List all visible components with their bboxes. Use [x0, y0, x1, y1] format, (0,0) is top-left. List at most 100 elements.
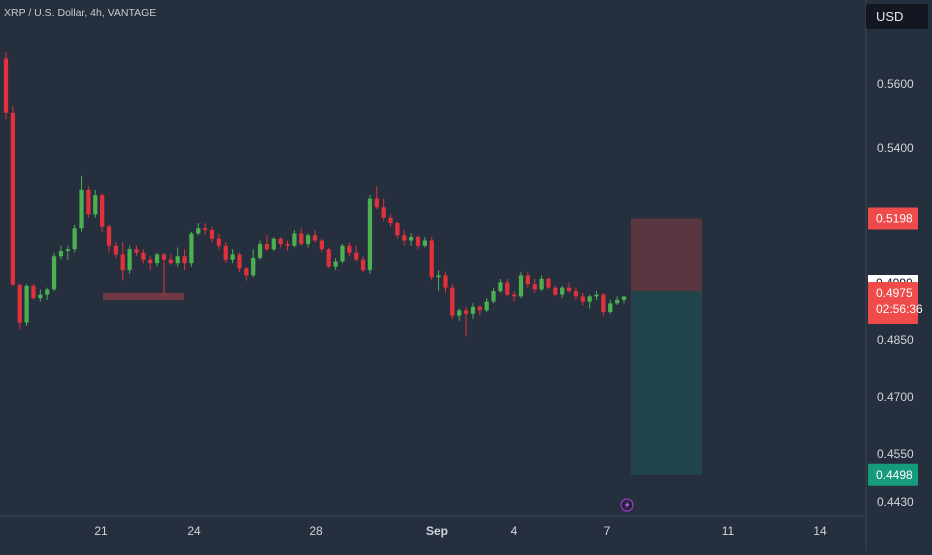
candle[interactable]	[154, 252, 160, 267]
flash-icon[interactable]	[620, 498, 634, 512]
candle[interactable]	[477, 305, 482, 316]
candle[interactable]	[463, 306, 469, 337]
candle[interactable]	[278, 237, 283, 248]
candle[interactable]	[312, 230, 318, 243]
candle[interactable]	[415, 235, 421, 250]
candle[interactable]	[299, 228, 304, 246]
candle[interactable]	[134, 245, 139, 257]
candle[interactable]	[251, 249, 256, 278]
candle[interactable]	[539, 275, 544, 292]
candle[interactable]	[209, 226, 215, 243]
candle[interactable]	[189, 231, 194, 267]
candle[interactable]	[409, 233, 414, 246]
candle[interactable]	[395, 221, 400, 239]
candle[interactable]	[443, 271, 448, 293]
candle[interactable]	[580, 292, 585, 306]
candle[interactable]	[402, 230, 407, 246]
candle[interactable]	[223, 242, 228, 264]
candle[interactable]	[525, 271, 530, 288]
candle[interactable]	[422, 237, 427, 248]
candle[interactable]	[436, 270, 441, 292]
candle[interactable]	[175, 247, 180, 267]
candle[interactable]	[457, 308, 462, 321]
support-zone[interactable]	[103, 292, 184, 300]
candle[interactable]	[100, 193, 105, 232]
candle[interactable]	[450, 284, 455, 320]
candle[interactable]	[374, 186, 379, 210]
candle[interactable]	[93, 189, 98, 218]
candle[interactable]	[271, 237, 276, 251]
candle[interactable]	[354, 245, 359, 262]
candle[interactable]	[230, 249, 235, 264]
candle[interactable]	[3, 52, 9, 120]
candle[interactable]	[601, 292, 606, 316]
candle[interactable]	[560, 285, 565, 299]
candle[interactable]	[120, 242, 125, 281]
candle-body	[505, 282, 510, 295]
candle[interactable]	[319, 238, 324, 253]
candle[interactable]	[51, 252, 57, 292]
candle[interactable]	[203, 223, 208, 236]
candle[interactable]	[306, 233, 311, 248]
candle[interactable]	[264, 235, 270, 251]
candle[interactable]	[532, 278, 537, 293]
candle[interactable]	[615, 296, 620, 306]
candle[interactable]	[608, 299, 613, 314]
candle[interactable]	[347, 242, 352, 257]
candle[interactable]	[491, 287, 496, 304]
candle-body	[271, 238, 276, 250]
candle[interactable]	[106, 224, 112, 253]
candle[interactable]	[17, 283, 22, 330]
candle[interactable]	[470, 303, 476, 320]
candle[interactable]	[360, 256, 366, 272]
candle[interactable]	[292, 230, 297, 248]
candle[interactable]	[498, 278, 503, 293]
candle[interactable]	[553, 285, 558, 297]
candle[interactable]	[326, 247, 331, 269]
candle[interactable]	[168, 254, 173, 265]
candle[interactable]	[45, 287, 50, 300]
candle[interactable]	[24, 284, 29, 327]
candle[interactable]	[518, 271, 524, 299]
candle[interactable]	[113, 242, 118, 258]
candle[interactable]	[237, 252, 242, 272]
take-profit-zone[interactable]	[631, 291, 702, 475]
candle[interactable]	[484, 298, 489, 313]
candle[interactable]	[161, 252, 167, 295]
candle[interactable]	[141, 249, 146, 264]
stop-loss-zone[interactable]	[631, 218, 702, 292]
candle[interactable]	[196, 223, 201, 236]
candle[interactable]	[10, 106, 15, 286]
candle[interactable]	[244, 266, 249, 281]
candle[interactable]	[72, 224, 77, 253]
candle[interactable]	[340, 244, 345, 264]
candle[interactable]	[594, 291, 599, 300]
candle[interactable]	[216, 233, 221, 250]
candle[interactable]	[587, 294, 592, 309]
candle[interactable]	[257, 240, 263, 260]
candle[interactable]	[546, 277, 551, 290]
candle[interactable]	[65, 245, 70, 260]
candle[interactable]	[566, 282, 572, 293]
candle[interactable]	[367, 195, 373, 274]
candle[interactable]	[148, 256, 153, 271]
candle[interactable]	[333, 257, 338, 271]
candle[interactable]	[505, 278, 510, 297]
candle[interactable]	[58, 245, 64, 260]
candle[interactable]	[621, 296, 627, 304]
candle[interactable]	[38, 289, 43, 302]
candle[interactable]	[388, 214, 393, 227]
candle[interactable]	[31, 284, 36, 300]
currency-button[interactable]: USD	[866, 4, 928, 29]
candle[interactable]	[573, 287, 579, 300]
candle[interactable]	[512, 291, 517, 302]
candle[interactable]	[285, 240, 290, 251]
candle[interactable]	[86, 186, 91, 218]
candle[interactable]	[381, 198, 386, 222]
candle[interactable]	[429, 237, 434, 281]
candle[interactable]	[127, 245, 132, 274]
candle[interactable]	[182, 249, 187, 271]
candle[interactable]	[79, 175, 84, 232]
